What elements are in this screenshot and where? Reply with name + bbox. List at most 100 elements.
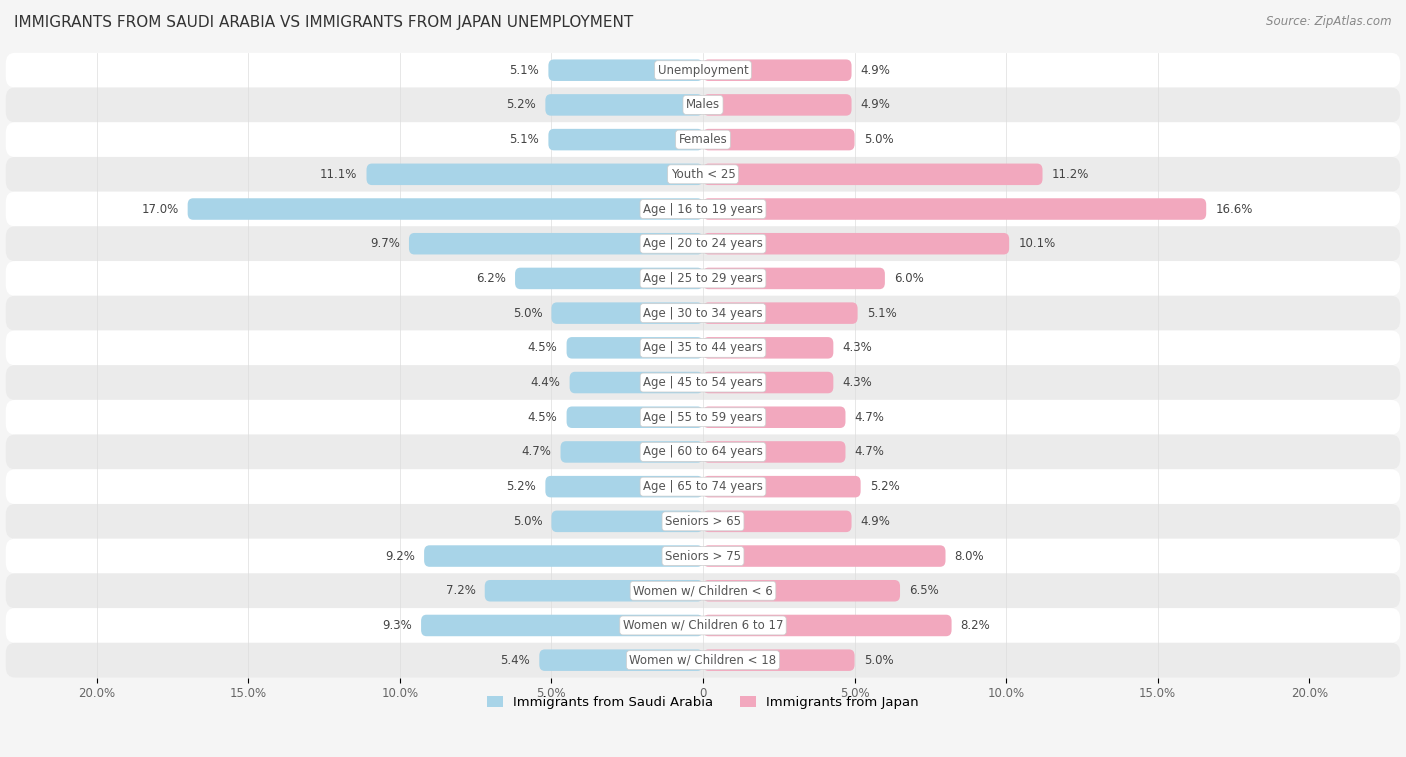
FancyBboxPatch shape	[6, 123, 1400, 157]
Text: 4.7%: 4.7%	[522, 445, 551, 459]
FancyBboxPatch shape	[561, 441, 703, 463]
Text: 4.7%: 4.7%	[855, 411, 884, 424]
FancyBboxPatch shape	[703, 510, 852, 532]
FancyBboxPatch shape	[703, 580, 900, 602]
Legend: Immigrants from Saudi Arabia, Immigrants from Japan: Immigrants from Saudi Arabia, Immigrants…	[482, 691, 924, 715]
FancyBboxPatch shape	[548, 129, 703, 151]
FancyBboxPatch shape	[6, 469, 1400, 504]
FancyBboxPatch shape	[420, 615, 703, 636]
Text: 4.9%: 4.9%	[860, 64, 890, 76]
Text: 16.6%: 16.6%	[1215, 203, 1253, 216]
FancyBboxPatch shape	[703, 233, 1010, 254]
Text: 7.2%: 7.2%	[446, 584, 475, 597]
FancyBboxPatch shape	[540, 650, 703, 671]
Text: 4.7%: 4.7%	[855, 445, 884, 459]
FancyBboxPatch shape	[703, 94, 852, 116]
FancyBboxPatch shape	[703, 337, 834, 359]
Text: 4.9%: 4.9%	[860, 515, 890, 528]
FancyBboxPatch shape	[703, 60, 852, 81]
Text: Women w/ Children 6 to 17: Women w/ Children 6 to 17	[623, 619, 783, 632]
Text: IMMIGRANTS FROM SAUDI ARABIA VS IMMIGRANTS FROM JAPAN UNEMPLOYMENT: IMMIGRANTS FROM SAUDI ARABIA VS IMMIGRAN…	[14, 15, 633, 30]
FancyBboxPatch shape	[367, 164, 703, 185]
Text: Age | 35 to 44 years: Age | 35 to 44 years	[643, 341, 763, 354]
FancyBboxPatch shape	[546, 476, 703, 497]
Text: 5.0%: 5.0%	[513, 307, 543, 319]
FancyBboxPatch shape	[703, 650, 855, 671]
FancyBboxPatch shape	[485, 580, 703, 602]
FancyBboxPatch shape	[6, 400, 1400, 435]
Text: 5.2%: 5.2%	[870, 480, 900, 493]
FancyBboxPatch shape	[6, 88, 1400, 123]
Text: Age | 25 to 29 years: Age | 25 to 29 years	[643, 272, 763, 285]
Text: Age | 20 to 24 years: Age | 20 to 24 years	[643, 237, 763, 251]
FancyBboxPatch shape	[548, 60, 703, 81]
Text: Women w/ Children < 18: Women w/ Children < 18	[630, 653, 776, 667]
Text: 6.0%: 6.0%	[894, 272, 924, 285]
Text: 9.7%: 9.7%	[370, 237, 399, 251]
Text: Youth < 25: Youth < 25	[671, 168, 735, 181]
FancyBboxPatch shape	[6, 608, 1400, 643]
Text: Seniors > 65: Seniors > 65	[665, 515, 741, 528]
Text: 9.3%: 9.3%	[382, 619, 412, 632]
Text: 8.0%: 8.0%	[955, 550, 984, 562]
Text: 9.2%: 9.2%	[385, 550, 415, 562]
Text: 17.0%: 17.0%	[142, 203, 179, 216]
Text: Unemployment: Unemployment	[658, 64, 748, 76]
FancyBboxPatch shape	[6, 192, 1400, 226]
FancyBboxPatch shape	[703, 302, 858, 324]
Text: Age | 55 to 59 years: Age | 55 to 59 years	[643, 411, 763, 424]
Text: Males: Males	[686, 98, 720, 111]
FancyBboxPatch shape	[6, 573, 1400, 608]
FancyBboxPatch shape	[6, 226, 1400, 261]
FancyBboxPatch shape	[703, 615, 952, 636]
Text: 6.2%: 6.2%	[477, 272, 506, 285]
Text: 5.0%: 5.0%	[863, 653, 893, 667]
Text: 10.1%: 10.1%	[1018, 237, 1056, 251]
Text: 5.1%: 5.1%	[866, 307, 897, 319]
FancyBboxPatch shape	[6, 435, 1400, 469]
FancyBboxPatch shape	[567, 407, 703, 428]
Text: 4.4%: 4.4%	[530, 376, 561, 389]
Text: 6.5%: 6.5%	[910, 584, 939, 597]
FancyBboxPatch shape	[703, 372, 834, 394]
FancyBboxPatch shape	[569, 372, 703, 394]
FancyBboxPatch shape	[703, 129, 855, 151]
FancyBboxPatch shape	[6, 53, 1400, 88]
FancyBboxPatch shape	[425, 545, 703, 567]
FancyBboxPatch shape	[703, 545, 945, 567]
FancyBboxPatch shape	[546, 94, 703, 116]
FancyBboxPatch shape	[703, 476, 860, 497]
FancyBboxPatch shape	[567, 337, 703, 359]
Text: Age | 45 to 54 years: Age | 45 to 54 years	[643, 376, 763, 389]
Text: 5.1%: 5.1%	[509, 64, 540, 76]
Text: 5.4%: 5.4%	[501, 653, 530, 667]
Text: 4.9%: 4.9%	[860, 98, 890, 111]
FancyBboxPatch shape	[6, 296, 1400, 331]
Text: 4.5%: 4.5%	[527, 411, 558, 424]
Text: 5.0%: 5.0%	[513, 515, 543, 528]
FancyBboxPatch shape	[6, 157, 1400, 192]
FancyBboxPatch shape	[703, 198, 1206, 220]
Text: Age | 60 to 64 years: Age | 60 to 64 years	[643, 445, 763, 459]
FancyBboxPatch shape	[187, 198, 703, 220]
Text: 11.2%: 11.2%	[1052, 168, 1090, 181]
Text: Age | 30 to 34 years: Age | 30 to 34 years	[643, 307, 763, 319]
Text: Source: ZipAtlas.com: Source: ZipAtlas.com	[1267, 15, 1392, 28]
FancyBboxPatch shape	[515, 268, 703, 289]
FancyBboxPatch shape	[703, 407, 845, 428]
Text: Seniors > 75: Seniors > 75	[665, 550, 741, 562]
FancyBboxPatch shape	[6, 365, 1400, 400]
Text: 5.2%: 5.2%	[506, 98, 536, 111]
FancyBboxPatch shape	[703, 441, 845, 463]
FancyBboxPatch shape	[409, 233, 703, 254]
Text: 5.2%: 5.2%	[506, 480, 536, 493]
FancyBboxPatch shape	[703, 268, 884, 289]
FancyBboxPatch shape	[551, 510, 703, 532]
FancyBboxPatch shape	[6, 504, 1400, 539]
FancyBboxPatch shape	[703, 164, 1042, 185]
Text: Females: Females	[679, 133, 727, 146]
FancyBboxPatch shape	[6, 539, 1400, 573]
FancyBboxPatch shape	[6, 331, 1400, 365]
Text: 4.3%: 4.3%	[842, 376, 872, 389]
Text: 5.0%: 5.0%	[863, 133, 893, 146]
